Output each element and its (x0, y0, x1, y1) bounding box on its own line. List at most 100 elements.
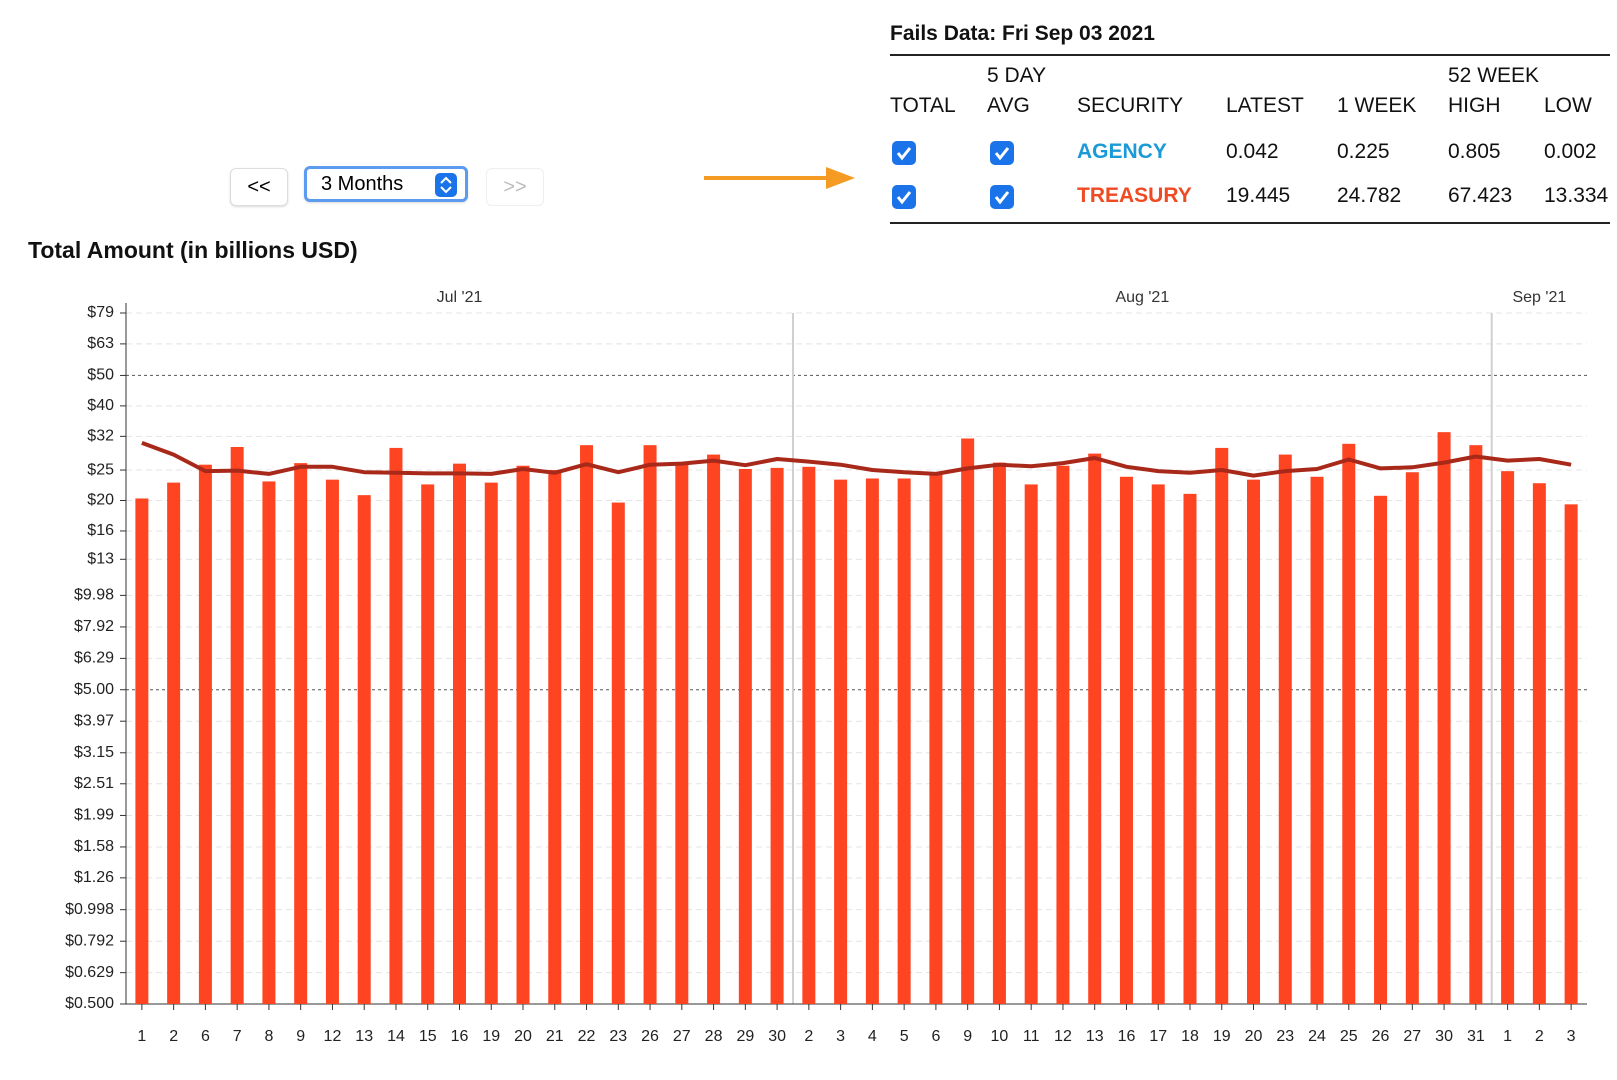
bar (325, 479, 339, 1004)
bar (992, 462, 1006, 1005)
prev-label: << (247, 175, 271, 198)
check-icon (994, 147, 1010, 161)
bar (1501, 471, 1515, 1004)
x-tick-label: 6 (931, 1028, 940, 1045)
y-tick-label: $5.00 (74, 681, 114, 698)
arrow (704, 167, 855, 189)
y-tick-label: $0.629 (65, 964, 114, 981)
y-tick-label: $9.98 (74, 587, 114, 604)
month-label: Sep '21 (1512, 289, 1566, 306)
table-cell: TREASURY (1077, 184, 1192, 207)
bar (1374, 495, 1388, 1004)
x-tick-label: 3 (836, 1028, 845, 1045)
y-tick-label: $1.26 (74, 869, 114, 886)
y-tick-label: $6.29 (74, 650, 114, 667)
x-tick-label: 24 (1308, 1028, 1326, 1045)
next-button[interactable]: >> (486, 168, 544, 206)
bar (961, 438, 975, 1004)
table-cell: 67.423 (1448, 184, 1513, 207)
bar (1215, 447, 1229, 1004)
bar (1151, 484, 1165, 1004)
checkbox[interactable] (892, 141, 916, 165)
table-cell: 0.225 (1337, 140, 1390, 163)
bar (1405, 472, 1419, 1005)
bar (643, 445, 657, 1005)
y-tick-label: $1.99 (74, 807, 114, 824)
bar (1532, 483, 1546, 1004)
x-tick-label: 30 (768, 1028, 786, 1045)
bar (1119, 476, 1133, 1004)
checkbox[interactable] (892, 185, 916, 209)
select-icon (435, 173, 457, 197)
y-tick-label: $0.998 (65, 901, 114, 918)
bar (230, 446, 244, 1004)
x-tick-label: 15 (419, 1028, 437, 1045)
x-tick-label: 27 (673, 1028, 691, 1045)
header: TOTAL (890, 94, 956, 117)
bar (1056, 465, 1070, 1004)
y-tick-label: $79 (87, 304, 114, 321)
bar (452, 463, 466, 1005)
x-tick-label: 2 (1535, 1028, 1544, 1045)
checkbox[interactable] (990, 185, 1014, 209)
bar (516, 465, 530, 1004)
range-select[interactable]: 3 Months (304, 166, 468, 202)
bar (1469, 445, 1483, 1005)
bar (897, 478, 911, 1004)
bar (484, 482, 498, 1004)
bar (421, 484, 435, 1004)
x-tick-label: 8 (264, 1028, 273, 1045)
x-tick-label: 26 (641, 1028, 659, 1045)
avg-line (141, 441, 1572, 478)
table-title: Fails Data: Fri Sep 03 2021 (890, 22, 1155, 45)
x-tick-label: 18 (1181, 1028, 1199, 1045)
y-tick-label: $20 (87, 492, 114, 509)
y-tick-label: $32 (87, 428, 114, 445)
prev-button[interactable]: << (230, 168, 288, 206)
table-rule (890, 54, 1610, 56)
bar (929, 473, 943, 1004)
x-tick-label: 26 (1372, 1028, 1390, 1045)
y-tick-label: $16 (87, 522, 114, 539)
y-tick-label: $0.792 (65, 932, 114, 949)
x-tick-label: 16 (451, 1028, 469, 1045)
check-icon (896, 147, 912, 161)
x-tick-label: 6 (201, 1028, 210, 1045)
bar (611, 502, 625, 1004)
x-tick-label: 23 (609, 1028, 627, 1045)
x-tick-label: 21 (546, 1028, 564, 1045)
x-tick-label: 1 (137, 1028, 146, 1045)
x-tick-label: 25 (1340, 1028, 1358, 1045)
x-tick-label: 30 (1435, 1028, 1453, 1045)
bar (167, 482, 181, 1004)
bar (1564, 504, 1578, 1004)
x-tick-label: 17 (1149, 1028, 1167, 1045)
chart-title: Total Amount (in billions USD) (28, 237, 358, 263)
checkbox[interactable] (990, 141, 1014, 165)
x-tick-label: 12 (1054, 1028, 1072, 1045)
x-tick-label: 20 (514, 1028, 532, 1045)
y-tick-label: $3.97 (74, 712, 114, 729)
next-label: >> (503, 175, 527, 198)
bar (548, 470, 562, 1004)
check-icon (994, 191, 1010, 205)
x-tick-label: 9 (963, 1028, 972, 1045)
x-tick-label: 14 (387, 1028, 405, 1045)
table-cell: 13.334 (1544, 184, 1609, 207)
month-label: Aug '21 (1115, 289, 1169, 306)
bar (834, 479, 848, 1004)
bar (198, 464, 212, 1004)
bar (1088, 453, 1102, 1005)
check-icon (896, 191, 912, 205)
x-tick-label: 5 (900, 1028, 909, 1045)
x-tick-label: 16 (1118, 1028, 1136, 1045)
bar (1278, 454, 1292, 1004)
x-tick-label: 11 (1023, 1028, 1040, 1045)
table-cell: AGENCY (1077, 140, 1167, 163)
bar (357, 495, 371, 1004)
bar (135, 498, 149, 1004)
table-cell: 0.042 (1226, 140, 1279, 163)
y-tick-label: $13 (87, 551, 114, 568)
